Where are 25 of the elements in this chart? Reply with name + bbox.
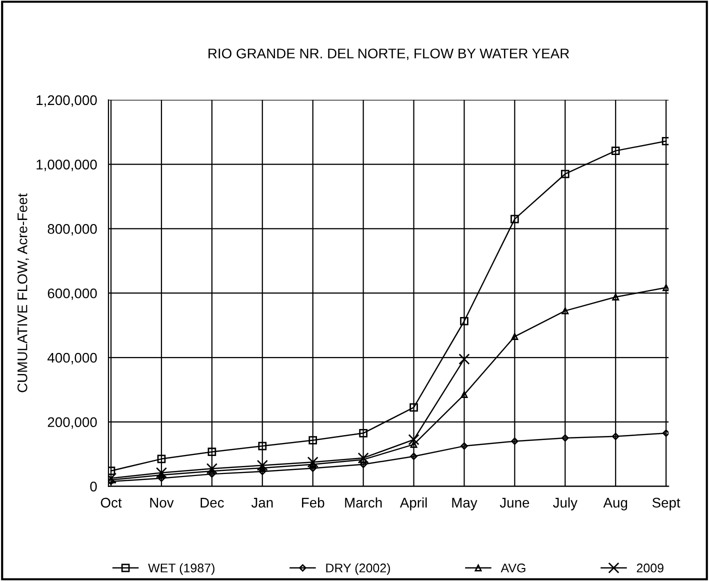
legend-label: 2009 xyxy=(636,564,664,572)
x-tick-label: May xyxy=(452,498,478,510)
legend-label: AVG xyxy=(500,564,526,572)
x-tick-label: March xyxy=(345,497,382,508)
x-tick-label: Sept xyxy=(652,498,680,510)
y-tick-label: 400,000 xyxy=(47,352,97,364)
x-tick-label: Jan xyxy=(251,498,273,508)
x-tick-label: Aug xyxy=(603,498,628,510)
y-tick-label: 200,000 xyxy=(48,417,97,429)
x-tick-label: July xyxy=(553,497,578,510)
chart-title: RIO GRANDE NR. DEL NORTE, FLOW BY WATER YEAR xyxy=(208,48,569,60)
x-tick-label: Dec xyxy=(200,498,224,508)
y-tick-label: 1,200,000 xyxy=(36,95,97,107)
x-tick-label: Nov xyxy=(150,498,174,508)
y-tick-label: 600,000 xyxy=(48,288,97,300)
x-tick-label: Oct xyxy=(100,498,122,508)
x-tick-label: June xyxy=(500,498,530,508)
y-tick-label: 0 xyxy=(90,482,97,492)
y-tick-label: 1,000,000 xyxy=(36,160,97,172)
legend-label: DRY (2002) xyxy=(326,563,390,575)
legend-label: WET (1987) xyxy=(148,563,214,575)
x-tick-label: Feb xyxy=(302,497,324,508)
y-tick-label: 800,000 xyxy=(48,224,97,236)
x-tick-label: April xyxy=(400,497,427,510)
y-axis-title: CUMULATIVE FLOW, Acre-Feet xyxy=(17,193,29,392)
